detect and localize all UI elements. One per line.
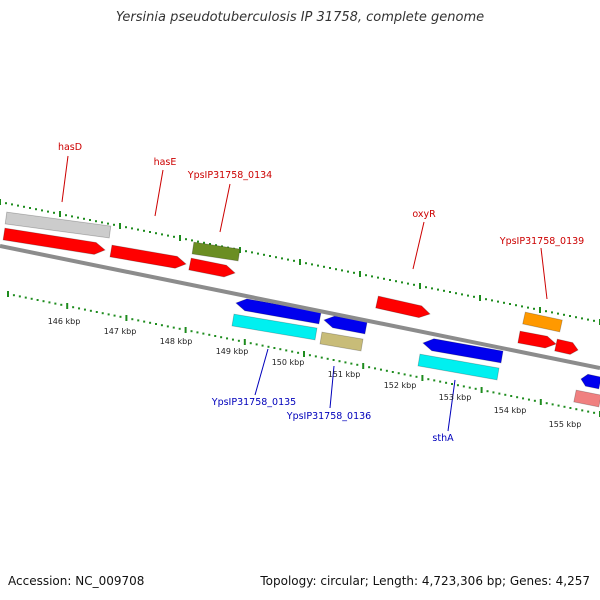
tick-label-153: 153 kbp — [439, 393, 472, 402]
gene-label-sthA[interactable]: sthA — [432, 433, 454, 444]
tick-label-146: 146 kbp — [48, 317, 81, 326]
feature-ypsip31758-0136-b[interactable] — [319, 331, 364, 352]
feature-sthA-b[interactable] — [417, 353, 500, 381]
accession-text: Accession: NC_009708 — [8, 574, 145, 588]
feature-hasD[interactable] — [2, 227, 106, 255]
feature-ypsip31758-0139-b[interactable] — [517, 330, 557, 349]
feature-oxyR[interactable] — [375, 295, 431, 319]
backbone-line — [0, 244, 600, 370]
gene-labels: hasD hasE YpsIP31758_0134 oxyR YpsIP3175… — [58, 142, 584, 444]
tick-labels: 146 kbp 147 kbp 148 kbp 149 kbp 150 kbp … — [48, 317, 582, 429]
feature-hasE[interactable] — [109, 244, 187, 269]
genome-summary-text: Topology: circular; Length: 4,723,306 bp… — [260, 574, 590, 588]
map-title: Yersinia pseudotuberculosis IP 31758, co… — [115, 10, 485, 25]
gene-label-oxyR[interactable]: oxyR — [412, 209, 436, 220]
feature-sthA[interactable] — [422, 338, 504, 364]
label-leaders — [61, 155, 548, 432]
gene-label-ypsip31758-0139[interactable]: YpsIP31758_0139 — [499, 236, 584, 247]
tick-marks — [0, 199, 600, 417]
tick-label-150: 150 kbp — [272, 358, 305, 367]
gene-label-hasE[interactable]: hasE — [154, 157, 177, 168]
tick-label-155: 155 kbp — [549, 420, 582, 429]
feature-ypsip31758-0139[interactable] — [522, 311, 563, 333]
tick-label-149: 149 kbp — [216, 347, 249, 356]
gene-label-ypsip31758-0134[interactable]: YpsIP31758_0134 — [187, 170, 272, 181]
tick-label-152: 152 kbp — [384, 381, 417, 390]
tick-label-148: 148 kbp — [160, 337, 193, 346]
gene-label-ypsip31758-0135[interactable]: YpsIP31758_0135 — [211, 397, 296, 408]
gene-label-hasD[interactable]: hasD — [58, 142, 82, 153]
feature-right-blue[interactable] — [580, 373, 600, 390]
feature-right-red[interactable] — [554, 338, 579, 355]
feature-arrows — [2, 211, 600, 408]
feature-ypsip31758-0134-b[interactable] — [188, 257, 236, 278]
tick-label-154: 154 kbp — [494, 406, 527, 415]
tick-label-147: 147 kbp — [104, 327, 137, 336]
gene-label-ypsip31758-0136[interactable]: YpsIP31758_0136 — [286, 411, 371, 422]
feature-ypsip31758-0135-b[interactable] — [231, 313, 318, 341]
feature-right-pink[interactable] — [573, 389, 600, 408]
feature-ypsip31758-0134[interactable] — [191, 241, 241, 262]
tick-label-151: 151 kbp — [328, 370, 361, 379]
feature-hasD-gray[interactable] — [4, 211, 112, 239]
